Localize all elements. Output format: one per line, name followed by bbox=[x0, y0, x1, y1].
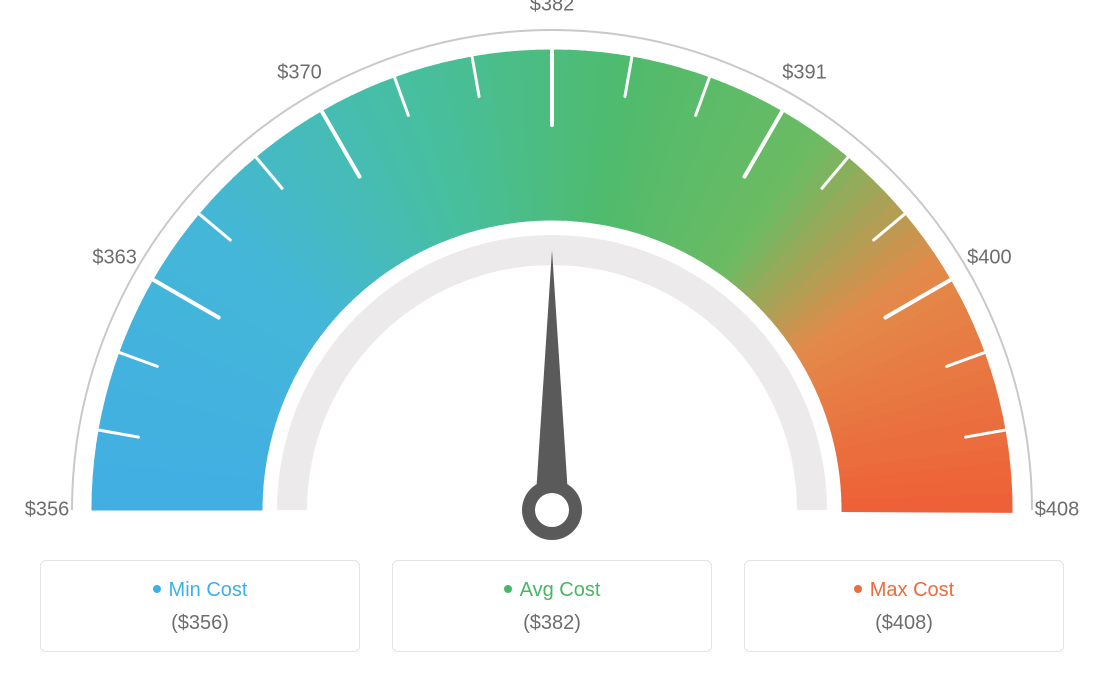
gauge-tick-label: $382 bbox=[530, 0, 575, 17]
legend-card: Min Cost ($356) bbox=[40, 560, 360, 652]
gauge-container: $356 $363 $370 $382 $391 $400 $408 bbox=[0, 0, 1104, 560]
gauge-tick-label: $370 bbox=[277, 61, 322, 84]
legend-card: Avg Cost ($382) bbox=[392, 560, 712, 652]
gauge-tick-label: $356 bbox=[25, 499, 70, 522]
gauge-tick-label: $391 bbox=[782, 61, 827, 84]
legend-title-text: Avg Cost bbox=[520, 579, 601, 601]
legend-card-value: ($356) bbox=[41, 612, 359, 635]
gauge-tick-label: $408 bbox=[1035, 499, 1080, 522]
legend-title-text: Max Cost bbox=[870, 579, 954, 601]
legend-card-title: Max Cost bbox=[745, 579, 1063, 602]
legend-dot-icon bbox=[854, 585, 862, 593]
legend-dot-icon bbox=[153, 585, 161, 593]
legend-dot-icon bbox=[504, 585, 512, 593]
legend-row: Min Cost ($356) Avg Cost ($382) Max Cost ($40… bbox=[0, 560, 1104, 652]
gauge-tick-label: $400 bbox=[967, 246, 1012, 269]
gauge-tick-label: $363 bbox=[92, 246, 137, 269]
legend-card-value: ($382) bbox=[393, 612, 711, 635]
legend-card-title: Avg Cost bbox=[393, 579, 711, 602]
legend-card-title: Min Cost bbox=[41, 579, 359, 602]
legend-card: Max Cost ($408) bbox=[744, 560, 1064, 652]
legend-card-value: ($408) bbox=[745, 612, 1063, 635]
legend-title-text: Min Cost bbox=[169, 579, 248, 601]
gauge-chart bbox=[0, 0, 1104, 560]
